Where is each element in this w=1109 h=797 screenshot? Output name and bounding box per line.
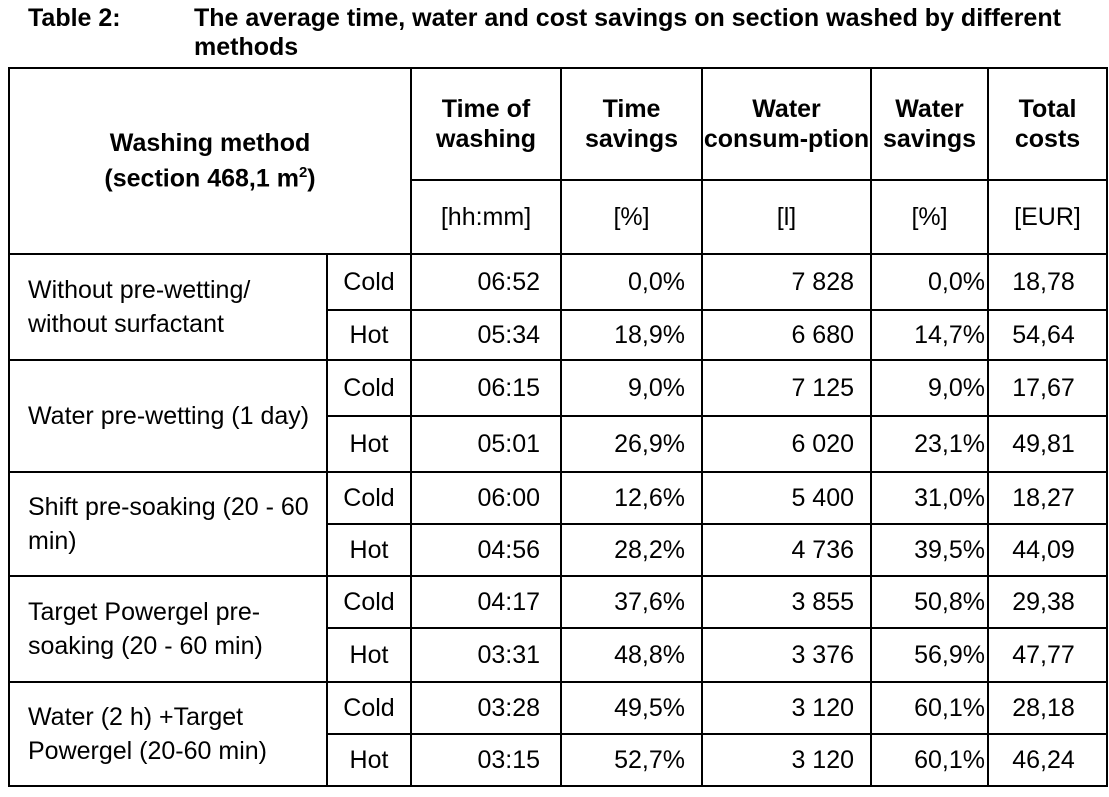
header-water-consumption: Water consum-ption [701, 67, 873, 181]
total-costs-cell: 28,18 [987, 681, 1109, 735]
time-savings-cell: 28,2% [560, 523, 704, 577]
time-of-washing-cell: 03:15 [410, 733, 563, 787]
time-savings-cell: 0,0% [560, 253, 704, 311]
table-caption-text: The average time, water and cost savings… [194, 4, 1061, 61]
water-savings-cell: 60,1% [870, 681, 990, 735]
water-savings-cell: 50,8% [870, 575, 990, 629]
total-costs-cell: 18,78 [987, 253, 1109, 311]
water-temperature-cell: Hot [325, 309, 413, 361]
time-of-washing-cell: 04:56 [410, 523, 563, 577]
table-row: Hot 04:56 28,2% 4 736 39,5% 44,09 [9, 523, 1109, 577]
unit-time-of-washing: [hh:mm] [410, 179, 563, 255]
water-consumption-cell: 3 376 [701, 627, 873, 683]
time-savings-cell: 37,6% [560, 575, 704, 629]
time-of-washing-cell: 05:34 [410, 309, 563, 361]
time-savings-cell: 12,6% [560, 471, 704, 525]
time-of-washing-cell: 06:00 [410, 471, 563, 525]
water-temperature-cell: Cold [325, 575, 413, 629]
water-consumption-cell: 3 120 [701, 681, 873, 735]
unit-total-costs: [EUR] [987, 179, 1109, 255]
table-row: Water pre-wetting (1 day) Cold 06:15 9,0% 7 … [8, 359, 1109, 473]
time-savings-cell: 18,9% [560, 309, 704, 361]
water-consumption-cell: 3 855 [701, 575, 873, 629]
total-costs-cell: 18,27 [987, 471, 1109, 525]
header-method-title: Washing method [109, 129, 311, 158]
header-row-units: [hh:mm] [%] [l] [%] [EUR] [9, 179, 1109, 255]
water-savings-cell: 14,7% [870, 309, 990, 361]
water-savings-cell: 0,0% [870, 253, 990, 311]
header-method-subtitle-sup: 2 [298, 164, 308, 182]
water-temperature-cell: Hot [325, 415, 413, 473]
washing-method-cell: Water pre-wetting (1 day) [8, 359, 328, 473]
total-costs-cell: 29,38 [987, 575, 1109, 629]
water-temperature-cell: Cold [325, 681, 413, 735]
table-row: Hot 03:31 48,8% 3 376 56,9% 47,77 [9, 627, 1109, 683]
time-of-washing-cell: 03:31 [410, 627, 563, 683]
total-costs-cell: 47,77 [987, 627, 1109, 683]
water-savings-cell: 56,9% [870, 627, 990, 683]
time-of-washing-cell: 04:17 [410, 575, 563, 629]
total-costs-cell: 54,64 [987, 309, 1109, 361]
header-method-subtitle-close: ) [307, 164, 316, 193]
water-consumption-cell: 4 736 [701, 523, 873, 577]
header-row-titles: Washing method (section 468,1 m2) Time o… [7, 67, 1109, 255]
water-consumption-cell: 3 120 [701, 733, 873, 787]
table-row: Target Powergel pre-soaking (20 - 60 min… [8, 575, 1109, 683]
table-row: Shift pre-soaking (20 - 60 min) Cold 06:00… [8, 471, 1109, 577]
water-savings-cell: 60,1% [870, 733, 990, 787]
table-caption-label: Table 2: [28, 4, 121, 32]
water-consumption-cell: 6 680 [701, 309, 873, 361]
washing-method-cell: Target Powergel pre-soaking (20 - 60 min… [8, 575, 328, 683]
time-of-washing-cell: 06:15 [410, 359, 563, 417]
header-time-savings: Time savings [560, 67, 704, 181]
table-caption: Table 2: The average time, water and cos… [24, 4, 1094, 66]
time-savings-cell: 9,0% [560, 359, 704, 417]
unit-time-savings: [%] [560, 179, 704, 255]
water-consumption-cell: 7 828 [701, 253, 873, 311]
header-time-of-washing: Time of washing [410, 67, 563, 181]
header-total-costs: Total costs [987, 67, 1109, 181]
time-of-washing-cell: 05:01 [410, 415, 563, 473]
table-row: Hot 05:01 26,9% 6 020 23,1% 49,81 [9, 415, 1109, 473]
time-savings-cell: 26,9% [560, 415, 704, 473]
table-row: Hot 05:34 18,9% 6 680 14,7% 54,64 [9, 309, 1109, 361]
total-costs-cell: 46,24 [987, 733, 1109, 787]
unit-water-savings: [%] [870, 179, 990, 255]
time-savings-cell: 52,7% [560, 733, 704, 787]
table-row: Water (2 h) +Target Powergel (20-60 min)… [8, 681, 1109, 787]
header-washing-method: Washing method (section 468,1 m2) [7, 67, 413, 255]
water-temperature-cell: Hot [325, 523, 413, 577]
water-temperature-cell: Cold [325, 359, 413, 417]
washing-method-cell: Without pre-wetting/ without surfactant [8, 253, 328, 361]
header-method-subtitle: (section 468,1 m2) [10, 158, 410, 193]
total-costs-cell: 17,67 [987, 359, 1109, 417]
water-savings-cell: 23,1% [870, 415, 990, 473]
washing-method-cell: Shift pre-soaking (20 - 60 min) [8, 471, 328, 577]
washing-method-cell: Water (2 h) +Target Powergel (20-60 min) [8, 681, 328, 787]
water-consumption-cell: 7 125 [701, 359, 873, 417]
data-table: Washing method (section 468,1 m2) Time o… [7, 67, 1109, 787]
water-consumption-cell: 5 400 [701, 471, 873, 525]
water-temperature-cell: Hot [325, 627, 413, 683]
water-savings-cell: 39,5% [870, 523, 990, 577]
time-of-washing-cell: 06:52 [410, 253, 563, 311]
water-consumption-cell: 6 020 [701, 415, 873, 473]
water-temperature-cell: Cold [325, 471, 413, 525]
water-savings-cell: 31,0% [870, 471, 990, 525]
header-water-savings: Water savings [870, 67, 990, 181]
unit-water-consumption: [l] [701, 179, 873, 255]
time-savings-cell: 48,8% [560, 627, 704, 683]
table-row: Hot 03:15 52,7% 3 120 60,1% 46,24 [9, 733, 1109, 787]
time-of-washing-cell: 03:28 [410, 681, 563, 735]
water-temperature-cell: Cold [325, 253, 413, 311]
header-method-subtitle-text: (section 468,1 m [104, 164, 299, 193]
table-row: Without pre-wetting/ without surfactant C… [8, 253, 1109, 361]
water-savings-cell: 9,0% [870, 359, 990, 417]
total-costs-cell: 49,81 [987, 415, 1109, 473]
time-savings-cell: 49,5% [560, 681, 704, 735]
total-costs-cell: 44,09 [987, 523, 1109, 577]
water-temperature-cell: Hot [325, 733, 413, 787]
